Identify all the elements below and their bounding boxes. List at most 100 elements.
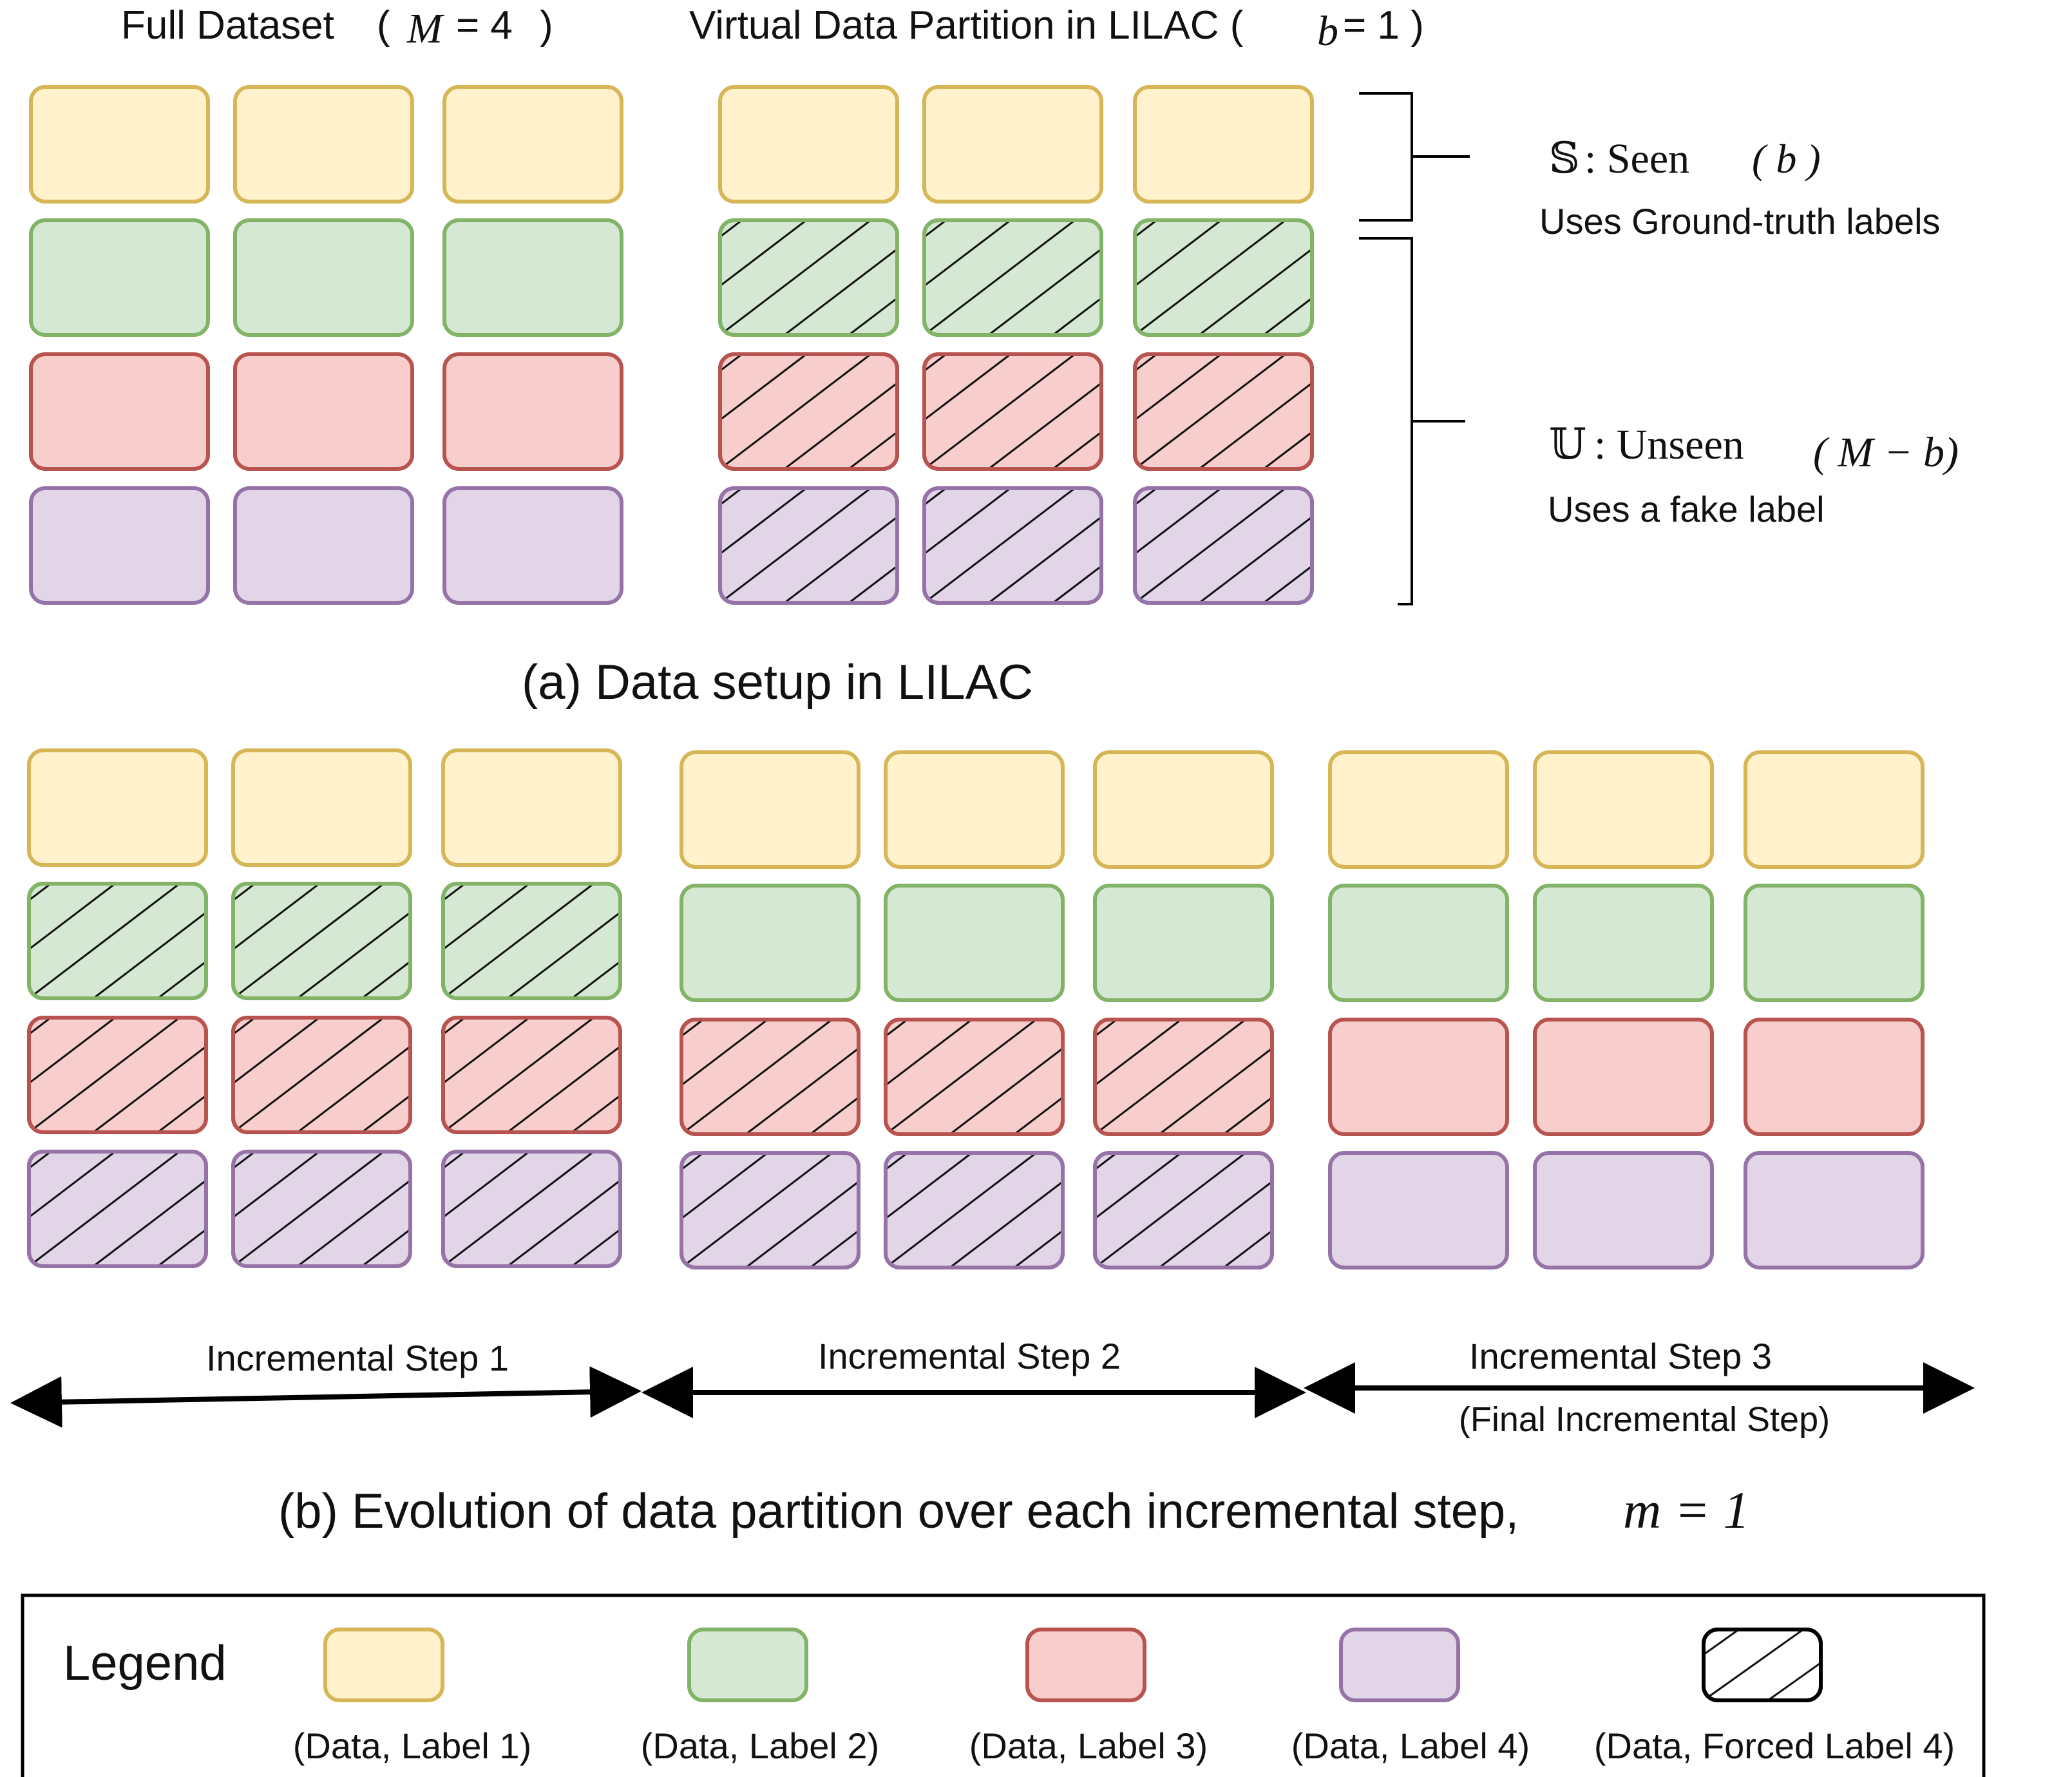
step-1-cell-r4-c3: [441, 1150, 622, 1268]
step-1-cell-r2-c3-hatch-line: [571, 960, 620, 998]
full-dataset-math-eq: = 4: [456, 3, 513, 48]
step-2-cell-r3-c2: [884, 1018, 1065, 1136]
step-3-sublabel: (Final Incremental Step): [1459, 1400, 1830, 1439]
step-1-cell-r4-c1-hatch: [29, 1152, 206, 1266]
step-1-cell-r2-c1-hatch-line: [29, 884, 116, 951]
step-2-cell-r4-c1-border: [680, 1151, 860, 1269]
step-2-cell-r4-c1-hatch-line: [810, 1230, 859, 1268]
step-1-cell-r2-c3-hatch: [443, 884, 620, 998]
virtual-partition-cell-r4-c2-hatch-line: [1052, 565, 1101, 603]
seen-symbol: 𝕊: [1549, 135, 1580, 182]
step-1-cell-r4-c2-hatch-line: [233, 1152, 256, 1169]
step-1-cell-r4-c3-hatch-line: [443, 1152, 530, 1219]
step-1-cell-r2-c1-hatch: [29, 884, 206, 998]
virtual-partition-cell-r2-c2: [922, 218, 1103, 337]
step-2-cell-r4-c3-border: [1093, 1151, 1274, 1269]
caption-b: (b) Evolution of data partition over eac…: [278, 1481, 1750, 1539]
step-3-cell-r4-c2: [1533, 1151, 1714, 1269]
step-1-cell-r1-c3-rect: [441, 748, 622, 867]
virtual-partition-cell-r3-c1-hatch-line: [720, 354, 871, 469]
virtual-partition-cell-r4-c1: [718, 486, 899, 605]
step-3-cell-r1-c2: [1533, 750, 1714, 869]
step-1-cell-r3-c3-border: [441, 1016, 622, 1134]
step-2-cell-r3-c2-border: [884, 1018, 1065, 1136]
step-2-cell-r3-c2-hatch-line: [949, 1047, 1063, 1134]
step-1-cell-r1-c1-rect: [27, 748, 208, 867]
step-1-cell-r2-c2-border: [231, 882, 412, 1000]
full-dataset-cell-r2-c2: [233, 218, 414, 337]
step-1-cell-r2-c2-hatch: [233, 884, 410, 998]
virtual-partition-cell-r3-c3-hatch-line: [1263, 431, 1312, 469]
virtual-partition-cell-r4-c1-hatch-line: [784, 516, 897, 603]
full-dataset-cell-r3-c1: [29, 352, 210, 471]
step-1-cell-r2-c2-hatch-line: [297, 911, 410, 998]
step-1-cell-r4-c3-hatch-line: [443, 1152, 466, 1169]
step-2-cell-r2-c2-rect: [884, 884, 1065, 1002]
virtual-partition-title: Virtual Data Partition in LILAC ( b = 1 …: [689, 3, 1424, 55]
step-2-cell-r3-c3-border: [1093, 1018, 1274, 1136]
caption-a: (a) Data setup in LILAC: [522, 655, 1033, 710]
legend-swatch-4: [1339, 1628, 1460, 1702]
step-1-cell-r2-c2-hatch-line: [361, 960, 410, 998]
virtual-partition-cell-r3-c2-border: [922, 352, 1103, 471]
full-dataset-math-var: M: [406, 5, 445, 52]
virtual-partition-cell-r4-c3: [1133, 486, 1314, 605]
virtual-partition-cell-r2-c1-hatch-line: [720, 220, 871, 335]
step-1-cell-r4-c2-hatch-line: [233, 1152, 320, 1219]
step-1-cell-r3-c2-hatch-line: [297, 1045, 410, 1132]
step-2-cell-r1-c1: [680, 750, 860, 869]
full-dataset-title: Full Dataset ( M = 4 ): [121, 3, 553, 52]
full-dataset-cell-r2-c2-rect: [233, 218, 414, 337]
legend-swatch-4-rect: [1339, 1628, 1460, 1702]
step-2-cell-r4-c3: [1093, 1151, 1274, 1269]
step-1-cell-r4-c2-border: [231, 1150, 412, 1268]
step-1-cell-r4-c1-hatch-line: [29, 1152, 52, 1169]
virtual-partition-cell-r3-c3-hatch-line: [1135, 354, 1286, 469]
step-3-cell-r1-c1-rect: [1328, 750, 1509, 869]
step-1-cell-r3-c1-hatch-line: [157, 1094, 206, 1132]
step-2-cell-r3-c3-hatch-line: [1095, 1020, 1182, 1087]
step-2-cell-r4-c1-hatch-line: [681, 1153, 768, 1220]
step-1-cell-r4-c3-hatch: [443, 1152, 620, 1266]
virtual-partition-cell-r3-c2-hatch-line: [924, 354, 1076, 469]
step-3-cell-r1-c2-rect: [1533, 750, 1714, 869]
virtual-partition-cell-r4-c1-hatch-line: [720, 488, 871, 603]
step-2-cell-r4-c2-hatch-line: [886, 1153, 973, 1220]
virtual-partition-cell-r3-c2-hatch-line: [988, 382, 1101, 469]
step-1-cell-r4-c1-hatch-line: [93, 1179, 206, 1266]
full-dataset-cell-r3-c3: [442, 352, 623, 471]
virtual-partition-cell-r3-c1-hatch-line: [720, 354, 807, 421]
step-3-cell-r3-c3-rect: [1744, 1018, 1925, 1136]
step-1-cell-r2-c1-hatch-line: [157, 960, 206, 998]
step-2-cell-r3-c2-hatch-line: [886, 1020, 1037, 1134]
virtual-partition-cell-r3-c1: [718, 352, 899, 471]
step-1-cell-r1-c3: [441, 748, 622, 867]
step-2-cell-r4-c2-hatch-line: [1014, 1230, 1063, 1268]
virtual-partition-cell-r4-c2-hatch: [924, 488, 1101, 603]
unseen-bracket: [1359, 237, 1465, 605]
unseen-math: ( M − b): [1813, 429, 1959, 476]
virtual-partition-cell-r4-c3-border: [1133, 486, 1314, 605]
virtual-partition-cell-r4-c3-hatch-line: [1135, 488, 1286, 603]
step-1-cell-r4-c3-border: [441, 1150, 622, 1268]
virtual-partition-cell-r2-c2-hatch-line: [1052, 297, 1101, 335]
legend-swatch-3: [1025, 1628, 1146, 1702]
step-2-label: Incremental Step 2: [818, 1336, 1121, 1376]
virtual-partition-cell-r4-c3-hatch-line: [1263, 565, 1312, 603]
virtual-partition-cell-r2-c1-hatch-line: [720, 220, 807, 287]
virtual-partition-cell-r2-c1-hatch-line: [720, 220, 743, 238]
step-2-cell-r4-c3-hatch: [1095, 1153, 1272, 1268]
step-1-cell-r1-c2-rect: [231, 748, 412, 867]
full-dataset-math-open: (: [377, 3, 390, 48]
step-2-cell-r2-c3: [1093, 884, 1274, 1002]
legend-swatch-1: [323, 1628, 444, 1702]
virtual-partition-cell-r3-c1-hatch-line: [784, 382, 897, 469]
step-2-cell-r4-c2-border: [884, 1151, 1065, 1269]
step-2-cell-r3-c3: [1093, 1018, 1274, 1136]
virtual-partition-cell-r2-c3-hatch-line: [1199, 248, 1312, 335]
legend-item-label: (Data, Forced Label 4): [1594, 1725, 1955, 1766]
step-2-cell-r3-c2-hatch-line: [1014, 1096, 1063, 1134]
step-2-cell-r1-c3-rect: [1093, 750, 1274, 869]
step-2-cell-r3-c1: [680, 1018, 860, 1136]
